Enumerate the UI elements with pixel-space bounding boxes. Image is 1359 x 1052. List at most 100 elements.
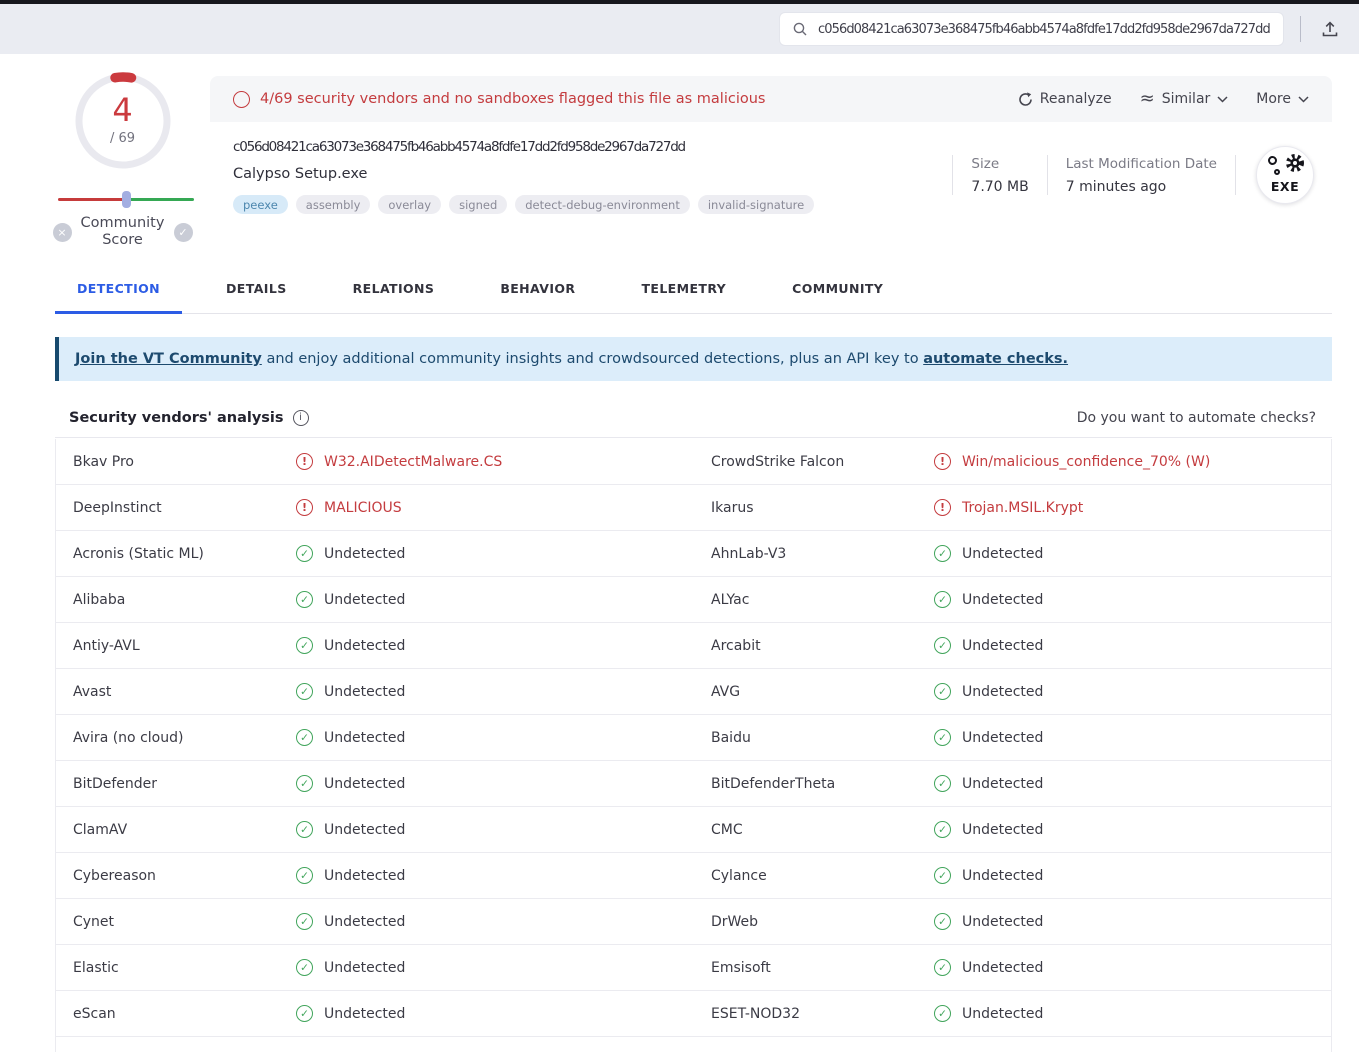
check-icon: [934, 729, 951, 746]
similar-button[interactable]: ≈ Similar: [1139, 88, 1229, 109]
vendor-name: AVG: [711, 683, 741, 700]
vendor-row: Elastic Undetected Emsisoft Undetected: [56, 945, 1331, 991]
file-name[interactable]: Calypso Setup.exe: [233, 166, 368, 182]
result-text: W32.AIDetectMalware.CS: [324, 453, 503, 470]
tab-telemetry[interactable]: TELEMETRY: [641, 281, 727, 296]
slider-handle[interactable]: [121, 191, 131, 208]
tag-overlay[interactable]: overlay: [378, 195, 442, 214]
banner-text: and enjoy additional community insights …: [261, 351, 924, 367]
tab-relations[interactable]: RELATIONS: [352, 281, 435, 296]
vendor-row: Cynet Undetected DrWeb Undetected: [56, 899, 1331, 945]
search-input[interactable]: c056d08421ca63073e368475fb46abb4574a8fdf…: [818, 21, 1270, 37]
result-text: Undetected: [962, 821, 1044, 838]
check-icon: [934, 637, 951, 654]
vendor-result: Win/malicious_confidence_70% (W): [934, 453, 1331, 470]
check-icon: [296, 775, 313, 792]
vendor-name: Arcabit: [711, 637, 761, 654]
vendor-name: CrowdStrike Falcon: [711, 453, 845, 470]
file-meta: Size 7.70 MB Last Modification Date 7 mi…: [952, 146, 1314, 204]
vendor-row: Avast Undetected AVG Undetected: [56, 669, 1331, 715]
result-text: Undetected: [324, 913, 406, 930]
tab-community[interactable]: COMMUNITY: [792, 281, 884, 296]
analysis-header: Security vendors' analysis i Do you want…: [55, 398, 1332, 438]
top-strip: [0, 0, 1359, 4]
vt-community-banner: Join the VT Community and enjoy addition…: [55, 337, 1332, 381]
gear-icon: [1268, 156, 1277, 165]
vendor-name: Cybereason: [73, 867, 156, 884]
alert-icon: [934, 499, 951, 516]
vendor-name: ClamAV: [73, 821, 128, 838]
alert-icon: [934, 453, 951, 470]
vendor-row: ClamAV Undetected CMC Undetected: [56, 807, 1331, 853]
community-score-label: Community Score: [80, 215, 165, 249]
result-text: Undetected: [324, 683, 406, 700]
vendor-name: Acronis (Static ML): [73, 545, 204, 562]
similar-icon: ≈: [1139, 88, 1155, 109]
community-score-slider[interactable]: [57, 191, 194, 208]
reanalyze-button[interactable]: Reanalyze: [1018, 91, 1112, 107]
vendor-name: Emsisoft: [711, 959, 771, 976]
tag-list: peexe assembly overlay signed detect-debug-e…: [233, 195, 1309, 214]
vendor-result: Undetected: [934, 867, 1331, 884]
tab-detection[interactable]: DETECTION: [55, 264, 183, 314]
automate-checks-prompt[interactable]: Do you want to automate checks?: [1076, 409, 1316, 426]
detection-score-widget: 4 / 69 × Community Score ✓: [50, 70, 195, 250]
check-icon: [296, 591, 313, 608]
alert-icon: [296, 499, 313, 516]
vendor-row: Antiy-AVL Undetected Arcabit Undetected: [56, 623, 1331, 669]
tag-assembly[interactable]: assembly: [295, 195, 371, 214]
tag-detect-debug-environment[interactable]: detect-debug-environment: [515, 195, 690, 214]
result-text: Undetected: [962, 867, 1044, 884]
vendor-result: Undetected: [296, 637, 711, 654]
result-text: Undetected: [324, 545, 406, 562]
vendor-result: Undetected: [296, 591, 711, 608]
check-icon: [296, 545, 313, 562]
result-text: Undetected: [962, 913, 1044, 930]
result-text: Undetected: [324, 775, 406, 792]
result-text: Undetected: [324, 821, 406, 838]
size-label: Size: [971, 155, 1000, 172]
detection-gauge: 4 / 69: [72, 70, 174, 172]
check-icon: [934, 821, 951, 838]
check-icon: [296, 959, 313, 976]
vendor-name: Avast: [73, 683, 112, 700]
vendor-name: Antiy-AVL: [73, 637, 140, 654]
vendor-result: Trojan.MSIL.Krypt: [934, 499, 1331, 516]
result-text: MALICIOUS: [324, 499, 402, 516]
tag-peexe[interactable]: peexe: [233, 195, 288, 214]
vendor-name: Alibaba: [73, 591, 126, 608]
check-icon: [296, 1005, 313, 1022]
more-button[interactable]: More: [1256, 91, 1309, 107]
join-community-link[interactable]: Join the VT Community: [75, 351, 262, 367]
vendor-result: Undetected: [934, 729, 1331, 746]
automate-checks-link[interactable]: automate checks.: [923, 351, 1069, 367]
tag-signed[interactable]: signed: [449, 195, 508, 214]
check-icon: [934, 959, 951, 976]
vote-harmless-icon[interactable]: ✓: [173, 222, 193, 242]
tab-behavior[interactable]: BEHAVIOR: [500, 281, 576, 296]
upload-button[interactable]: [1315, 14, 1345, 44]
vote-malicious-icon[interactable]: ×: [52, 222, 72, 242]
upload-icon: [1321, 20, 1339, 38]
result-text: Undetected: [962, 683, 1044, 700]
vendor-result: Undetected: [934, 959, 1331, 976]
result-text: Undetected: [324, 1005, 406, 1022]
info-icon[interactable]: i: [292, 409, 309, 426]
result-text: Win/malicious_confidence_70% (W): [962, 453, 1211, 470]
result-text: Undetected: [962, 729, 1044, 746]
header: c056d08421ca63073e368475fb46abb4574a8fdf…: [0, 4, 1359, 54]
vendor-result: Undetected: [296, 729, 711, 746]
vendor-name: ESET-NOD32: [711, 1005, 800, 1022]
size-value: 7.70 MB: [971, 178, 1029, 195]
vendor-name: Cylance: [711, 867, 767, 884]
vendor-result: Undetected: [296, 821, 711, 838]
file-hash[interactable]: c056d08421ca63073e368475fb46abb4574a8fdf…: [233, 139, 686, 155]
tab-details[interactable]: DETAILS: [226, 281, 287, 296]
vendor-row: Cybereason Undetected Cylance Undetected: [56, 853, 1331, 899]
alert-icon: [233, 90, 250, 108]
tag-invalid-signature[interactable]: invalid-signature: [697, 195, 815, 214]
search-bar[interactable]: c056d08421ca63073e368475fb46abb4574a8fdf…: [779, 12, 1284, 46]
filetype-label: EXE: [1270, 179, 1300, 194]
check-icon: [934, 683, 951, 700]
